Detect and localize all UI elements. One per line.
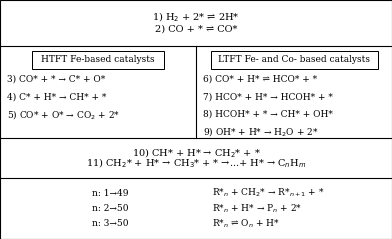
Text: 1) H$_2$ + 2* ⇌ 2H*: 1) H$_2$ + 2* ⇌ 2H* bbox=[152, 11, 240, 24]
Text: 3) CO* + * → C* + O*: 3) CO* + * → C* + O* bbox=[7, 75, 105, 84]
Text: 9) OH* + H* → H$_2$O + 2*: 9) OH* + H* → H$_2$O + 2* bbox=[203, 125, 319, 138]
Text: 11) CH$_2$* + H* → CH$_3$* + * →...+ H* → C$_n$H$_m$: 11) CH$_2$* + H* → CH$_3$* + * →...+ H* … bbox=[86, 157, 306, 170]
Text: n: 3→50: n: 3→50 bbox=[91, 219, 128, 228]
Text: 8) HCOH* + * → CH* + OH*: 8) HCOH* + * → CH* + OH* bbox=[203, 110, 333, 119]
Text: n: 2→50: n: 2→50 bbox=[91, 204, 128, 213]
Text: 7) HCO* + H* → HCOH* + *: 7) HCO* + H* → HCOH* + * bbox=[203, 92, 333, 102]
Text: HTFT Fe-based catalysts: HTFT Fe-based catalysts bbox=[41, 55, 155, 65]
Text: 2) CO + * ⇌ CO*: 2) CO + * ⇌ CO* bbox=[155, 24, 237, 33]
FancyBboxPatch shape bbox=[32, 51, 164, 69]
Text: R*$_n$ + CH$_2$* → R*$_{n+1}$ + *: R*$_n$ + CH$_2$* → R*$_{n+1}$ + * bbox=[212, 187, 324, 199]
Text: 4) C* + H* → CH* + *: 4) C* + H* → CH* + * bbox=[7, 92, 106, 102]
Text: R*$_n$ + H* → P$_n$ + 2*: R*$_n$ + H* → P$_n$ + 2* bbox=[212, 202, 302, 215]
Text: 10) CH* + H* → CH$_2$* + *: 10) CH* + H* → CH$_2$* + * bbox=[132, 146, 260, 160]
Text: R*$_n$ ⇌ O$_n$ + H*: R*$_n$ ⇌ O$_n$ + H* bbox=[212, 218, 280, 230]
FancyBboxPatch shape bbox=[211, 51, 377, 69]
Text: 5) CO* + O* → CO$_2$ + 2*: 5) CO* + O* → CO$_2$ + 2* bbox=[7, 108, 120, 121]
Text: n: 1→49: n: 1→49 bbox=[91, 189, 128, 197]
Text: 6) CO* + H* ⇌ HCO* + *: 6) CO* + H* ⇌ HCO* + * bbox=[203, 75, 317, 84]
Text: LTFT Fe- and Co- based catalysts: LTFT Fe- and Co- based catalysts bbox=[218, 55, 370, 65]
